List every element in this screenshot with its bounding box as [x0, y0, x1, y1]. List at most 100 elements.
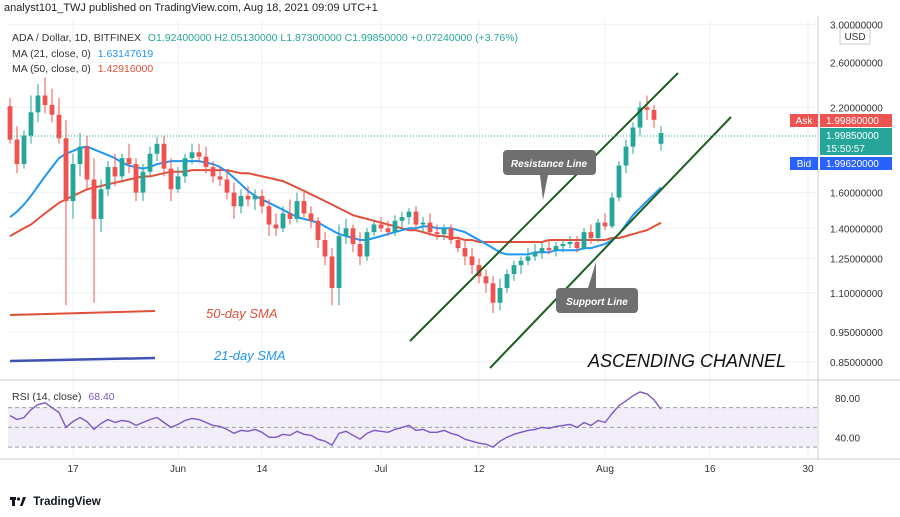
candle [280, 206, 286, 233]
candle [91, 158, 97, 303]
candle [224, 170, 230, 200]
candle [259, 189, 265, 214]
candle-body [385, 228, 391, 233]
candle [406, 208, 412, 225]
candle [203, 146, 209, 174]
candle [294, 192, 300, 223]
candle-body [518, 260, 524, 266]
ma21-line [9, 145, 662, 256]
candle-body [35, 95, 41, 113]
candle-body [70, 164, 76, 202]
candle-body [574, 242, 580, 249]
candle [434, 224, 440, 241]
candle-body [483, 276, 489, 284]
candle-body [189, 152, 195, 159]
ask-value-box [820, 114, 892, 127]
candle [420, 217, 426, 233]
candle-body [21, 135, 27, 165]
candle [126, 143, 132, 174]
time-tick-label: 14 [256, 464, 268, 475]
candle-body [392, 220, 398, 233]
candle [392, 215, 398, 237]
candle-body [329, 256, 335, 288]
candle-body [105, 167, 111, 190]
tradingview-footer[interactable]: TradingView [10, 495, 101, 513]
candle-body [406, 211, 412, 218]
candle [210, 161, 216, 183]
publisher-text: analyst101_TWJ published on TradingView.… [4, 2, 378, 14]
ma21-value: 1.63147619 [97, 48, 154, 60]
candle-body [168, 168, 174, 190]
price-tick-label: 0.95000000 [830, 328, 883, 339]
candle [28, 95, 34, 144]
ma21-label: MA (21, close, 0) [12, 48, 91, 60]
candle [357, 232, 363, 266]
candle-body [126, 158, 132, 165]
candle [175, 167, 181, 193]
candle [595, 218, 601, 243]
ma50-line [9, 169, 662, 243]
candle [77, 132, 83, 177]
candle [161, 135, 167, 177]
candle-body [49, 104, 55, 115]
time-tick-label: 12 [473, 464, 485, 475]
rsi-tick-label: 80.00 [835, 394, 860, 405]
bid-value-box [820, 157, 892, 170]
candle-body [84, 146, 90, 180]
candle [182, 153, 188, 183]
candle [574, 236, 580, 253]
price-tick-label: 2.20000000 [830, 103, 883, 114]
ascending-channel-label: ASCENDING CHANNEL [587, 351, 786, 371]
ma50-label: MA (50, close, 0) [12, 63, 91, 75]
candle-body [532, 252, 538, 257]
rsi-pane [8, 391, 818, 448]
candle-body [231, 192, 237, 207]
candle [70, 153, 76, 219]
candle-body [350, 228, 356, 245]
candle-body [112, 167, 118, 177]
candle-body [413, 211, 419, 225]
candle [168, 158, 174, 202]
candle [56, 97, 62, 144]
ask-label: Ask [796, 116, 814, 127]
candle-body [287, 213, 293, 219]
candle-body [490, 283, 496, 303]
candle [14, 126, 20, 174]
candle-body [504, 274, 510, 288]
price-tick-label: 1.40000000 [830, 224, 883, 235]
candle [140, 164, 146, 202]
candle-body [119, 158, 125, 177]
sma50-legend-line [9, 310, 156, 316]
candle-body [630, 127, 636, 147]
ask-value: 1.99860000 [826, 116, 879, 127]
countdown-value: 15:50:57 [826, 144, 865, 155]
candle [455, 236, 461, 253]
candle-body [560, 244, 566, 247]
candle [371, 220, 377, 237]
candle [308, 206, 314, 229]
candle [462, 240, 468, 266]
candle-body [203, 156, 209, 168]
resistance-line-label: Resistance Line [511, 159, 588, 170]
candle [301, 189, 307, 218]
support-line-label: Support Line [566, 297, 628, 308]
candle [147, 146, 153, 177]
candle [658, 126, 664, 151]
candles [7, 77, 664, 314]
candle-body [567, 242, 573, 245]
candle-body [427, 222, 433, 233]
candle-body [301, 201, 307, 214]
candle [651, 104, 657, 128]
candle-body [511, 265, 517, 275]
candle [49, 88, 55, 123]
candle [567, 236, 573, 249]
price-tick-label: 3.00000000 [830, 20, 883, 31]
candle [623, 139, 629, 174]
candle [105, 161, 111, 196]
candle-body [637, 107, 643, 128]
ohlc-values: O1.92400000 H2.05130000 L1.87300000 C1.9… [147, 32, 519, 44]
candle-body [658, 133, 664, 144]
candle [245, 185, 251, 207]
